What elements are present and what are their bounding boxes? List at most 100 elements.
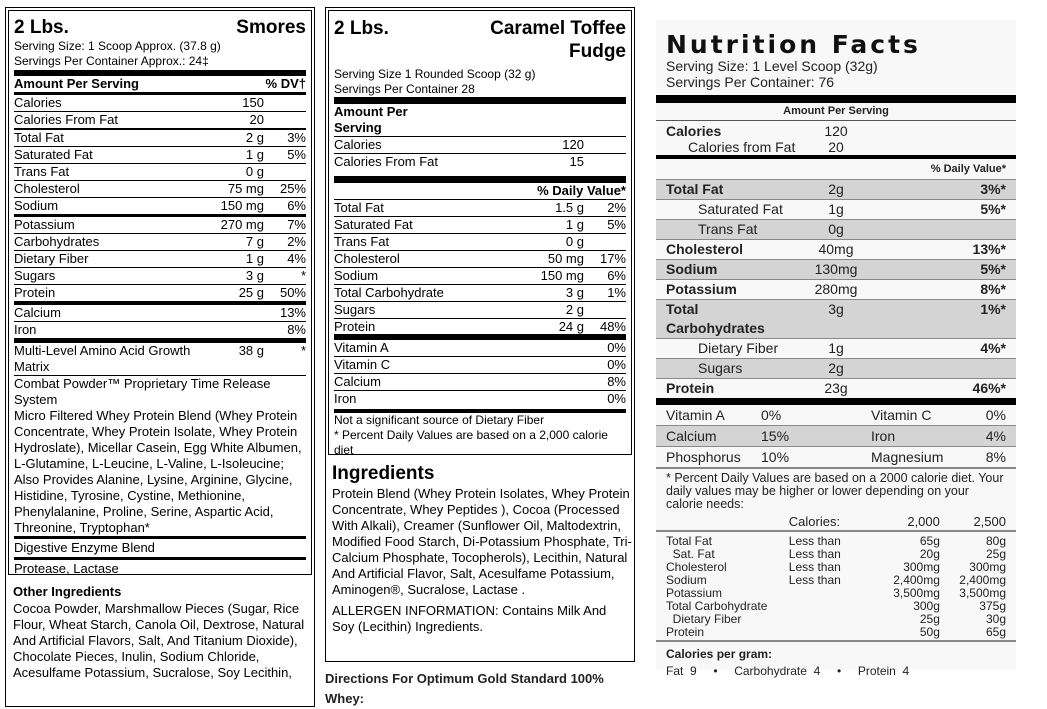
reference-row-cell <box>789 587 879 600</box>
nutrient-name: Saturated Fat <box>698 201 783 217</box>
reference-row-cell: Dietary Fiber <box>666 612 742 626</box>
nutrient-amount: 2g <box>828 360 844 376</box>
nutrient-amount: 270 mg <box>220 217 264 232</box>
calories-header-cell: Calories: <box>788 514 841 529</box>
nutrient-dv: 0% <box>607 357 626 372</box>
nutrient-amount: 2 g <box>565 302 584 317</box>
nutrient-dv: 46%* <box>972 380 1006 396</box>
nutrient-dv: 8% <box>287 322 306 337</box>
nutrient-amount: 1 g <box>565 217 584 232</box>
nutrient-name: Protein <box>666 380 715 396</box>
nutrient-dv: 4%* <box>980 340 1006 356</box>
nutrient-dv <box>876 359 1006 378</box>
divider <box>14 70 306 76</box>
nutrient-amount <box>494 391 584 407</box>
divider <box>656 95 1016 103</box>
nutrient-name: Dietary Fiber <box>14 251 89 266</box>
nutrient-name: Calories From Fat <box>14 112 119 127</box>
divider <box>334 97 626 104</box>
nutrient-amount: 50 mg <box>547 251 584 266</box>
vitamin-row: Vitamin A 0% Vitamin C 0% <box>656 405 1016 426</box>
dv-header: % Daily Value* <box>930 163 1006 175</box>
nutrient-dv <box>264 95 306 111</box>
nutrient-name: Protein <box>14 285 56 300</box>
nutrient-name: Calories From Fat <box>334 154 439 169</box>
calories-fat-label: Calories from Fat <box>688 139 796 155</box>
servings-per-container: Servings Per Container Approx.: 24‡ <box>14 54 209 68</box>
nutrient-name: Sugars <box>14 268 56 283</box>
reference-row-cell: Cholesterol <box>666 560 727 574</box>
nutrient-amount: 150 mg <box>540 268 584 283</box>
calories-fat-value: 20 <box>828 139 844 155</box>
whey-blend-ingredients: Micro Filtered Whey Protein Blend (Whey … <box>14 408 306 539</box>
reference-row-cell <box>789 600 879 613</box>
nutrient-amount <box>174 322 264 338</box>
digestive-enzyme-blend: Digestive Enzyme Blend <box>14 539 306 560</box>
nutrient-dv <box>584 234 626 250</box>
calories-label: Calories <box>666 123 722 139</box>
caramel-nutrition-panel: 2 Lbs. Caramel Toffee Fudge Serving Size … <box>328 10 632 457</box>
vitamin-name: Calcium <box>666 428 717 444</box>
ingredients-section: Ingredients Protein Blend (Whey Protein … <box>332 462 632 635</box>
reference-row-cell: 50g <box>919 625 940 639</box>
directions-heading: Directions For Optimum Gold Standard 100… <box>325 671 604 706</box>
nutrient-name: Trans Fat <box>334 234 390 249</box>
nutrient-row: Sodium 130mg 5%* <box>656 260 1016 280</box>
enzyme-items: Protease, Lactase <box>14 561 119 576</box>
nutrient-row: Total Fat 1.5 g 2% <box>334 200 626 217</box>
nutrient-row: Calories 120 <box>334 137 626 154</box>
reference-row-cell: 3,500mg <box>893 586 940 600</box>
nutrient-row: Total Carbohydrates 3g 1%* <box>656 300 1016 339</box>
reference-row: Sat. Fat Less than 20g 25g <box>666 548 1006 561</box>
reference-row-cell <box>789 626 879 639</box>
reference-row-cell: 65g <box>985 625 1006 639</box>
nutrient-row: Saturated Fat 1g 5%* <box>656 200 1016 220</box>
nutrient-row: Protein 23g 46%* <box>656 379 1016 398</box>
amino-matrix-name: Multi-Level Amino Acid Growth Matrix <box>14 343 191 374</box>
nutrient-dv: 13%* <box>972 241 1006 257</box>
reference-row: Sodium Less than 2,400mg 2,400mg <box>666 574 1006 587</box>
nutrient-dv <box>584 137 626 153</box>
vitamin-dv: 15% <box>761 428 790 444</box>
dv-header: % DV† <box>265 76 306 91</box>
nutrient-amount: 3g <box>828 301 844 317</box>
nutrient-dv: 1% <box>607 285 626 300</box>
fiber-note: Not a significant source of Dietary Fibe… <box>334 413 545 427</box>
nutrient-row: Sugars 3 g * <box>14 268 306 285</box>
serving-size: Serving Size: 1 Scoop Approx. (37.8 g) <box>14 39 221 53</box>
nutrient-amount: 1g <box>828 340 844 356</box>
nutrient-dv: 8%* <box>980 281 1006 297</box>
reference-row-cell: 2,400mg <box>959 573 1006 587</box>
nutrient-name: Iron <box>334 391 357 406</box>
nutrient-amount <box>494 340 584 356</box>
nutrient-name: Saturated Fat <box>14 147 93 162</box>
nutrient-amount <box>494 357 584 373</box>
nutrient-row: Potassium 280mg 8%* <box>656 280 1016 300</box>
nutrient-row: Protein 25 g 50% <box>14 285 306 305</box>
nutrient-dv: 6% <box>607 268 626 283</box>
nutrient-dv: 48% <box>599 319 626 334</box>
nutrient-dv: 17% <box>599 251 626 266</box>
nutrient-amount: 3 g <box>245 268 264 283</box>
nutrient-row: Cholesterol 50 mg 17% <box>334 251 626 268</box>
reference-row-cell: 20g <box>919 547 940 561</box>
nutrient-amount: 1.5 g <box>555 200 584 215</box>
other-ingredients-text: Cocoa Powder, Marshmallow Pieces (Sugar,… <box>13 601 305 680</box>
ingredients-title: Ingredients <box>332 463 435 484</box>
nutrient-name: Total Fat <box>666 181 724 197</box>
nutrient-amount: 0 g <box>565 234 584 249</box>
nutrient-name: Dietary Fiber <box>698 340 779 356</box>
nutrient-name: Vitamin C <box>334 357 391 372</box>
nutrient-name: Potassium <box>666 281 737 297</box>
vitamin-row: Phosphorus 10% Magnesium 8% <box>656 447 1016 469</box>
dv-header: % Daily Value* <box>537 183 626 198</box>
reference-row: Total Fat Less than 65g 80g <box>666 535 1006 548</box>
nutrient-dv: 1%* <box>980 301 1006 317</box>
nutrient-row: Iron 0% <box>334 391 626 407</box>
reference-row: Potassium 3,500mg 3,500mg <box>666 587 1006 600</box>
nutrient-amount: 20 <box>249 112 264 127</box>
nutrient-row: Trans Fat 0 g <box>334 234 626 251</box>
flavor-name: Caramel Toffee Fudge <box>490 18 626 62</box>
serving-size: Serving Size: 1 Level Scoop (32g) <box>666 58 878 74</box>
nutrient-row: Calories From Fat 20 <box>14 112 306 130</box>
